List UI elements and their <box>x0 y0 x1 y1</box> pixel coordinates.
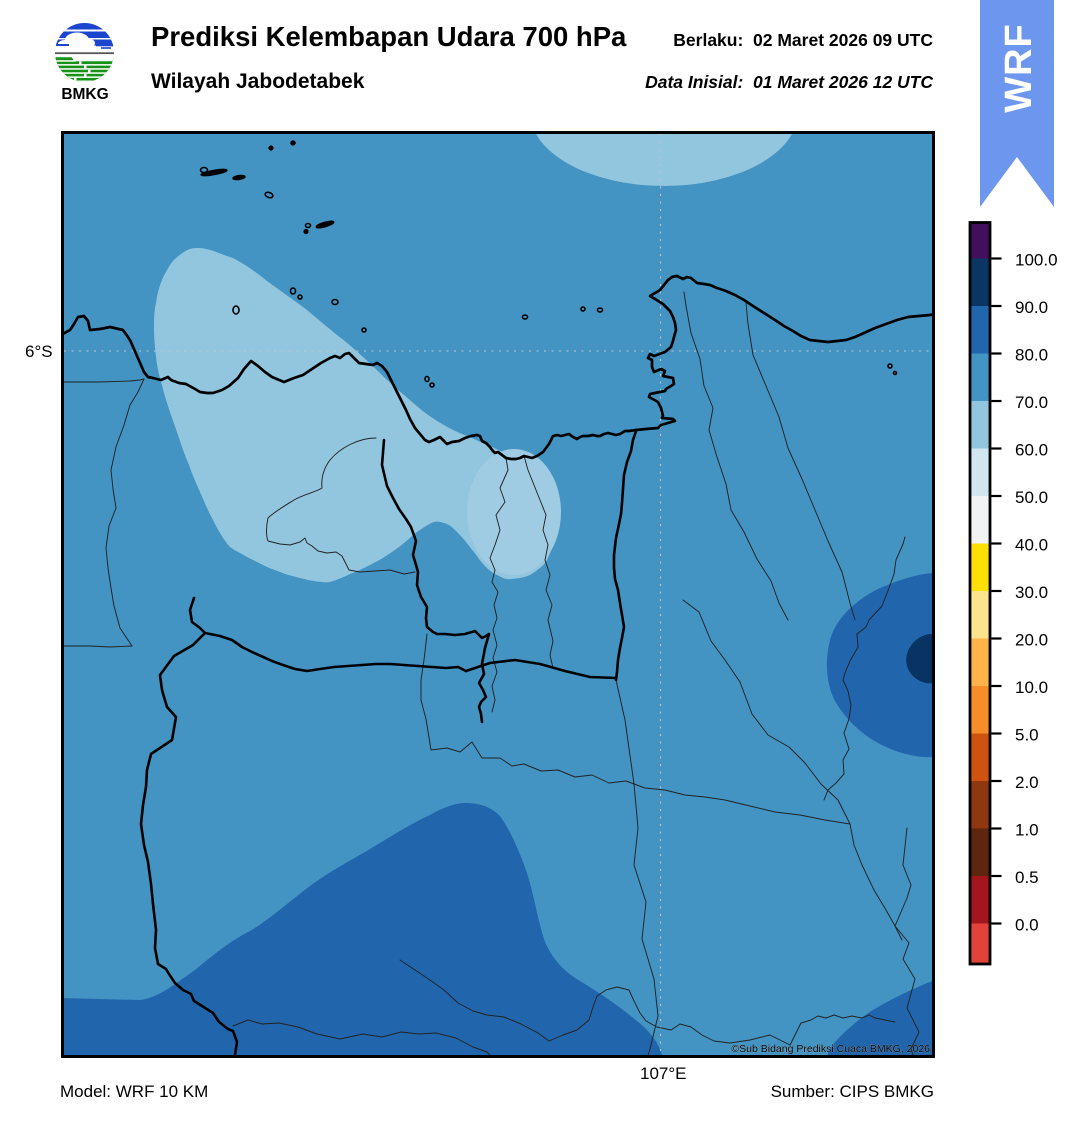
svg-text:60.0: 60.0 <box>1015 440 1048 459</box>
svg-text:WRF: WRF <box>998 23 1040 113</box>
svg-text:BMKG: BMKG <box>61 86 108 103</box>
svg-text:©Sub Bidang Prediksi Cuaca BMK: ©Sub Bidang Prediksi Cuaca BMKG, 2026 <box>731 1043 930 1055</box>
svg-text:1.0: 1.0 <box>1015 820 1039 839</box>
svg-text:5.0: 5.0 <box>1015 725 1039 744</box>
svg-text:40.0: 40.0 <box>1015 535 1048 554</box>
svg-text:30.0: 30.0 <box>1015 583 1048 602</box>
svg-text:50.0: 50.0 <box>1015 488 1048 507</box>
svg-text:70.0: 70.0 <box>1015 393 1048 412</box>
svg-text:0.5: 0.5 <box>1015 868 1039 887</box>
svg-text:80.0: 80.0 <box>1015 345 1048 364</box>
svg-text:2.0: 2.0 <box>1015 773 1039 792</box>
svg-text:20.0: 20.0 <box>1015 630 1048 649</box>
svg-text:100.0: 100.0 <box>1015 250 1058 269</box>
svg-text:10.0: 10.0 <box>1015 678 1048 697</box>
svg-text:90.0: 90.0 <box>1015 298 1048 317</box>
svg-text:0.0: 0.0 <box>1015 915 1039 934</box>
